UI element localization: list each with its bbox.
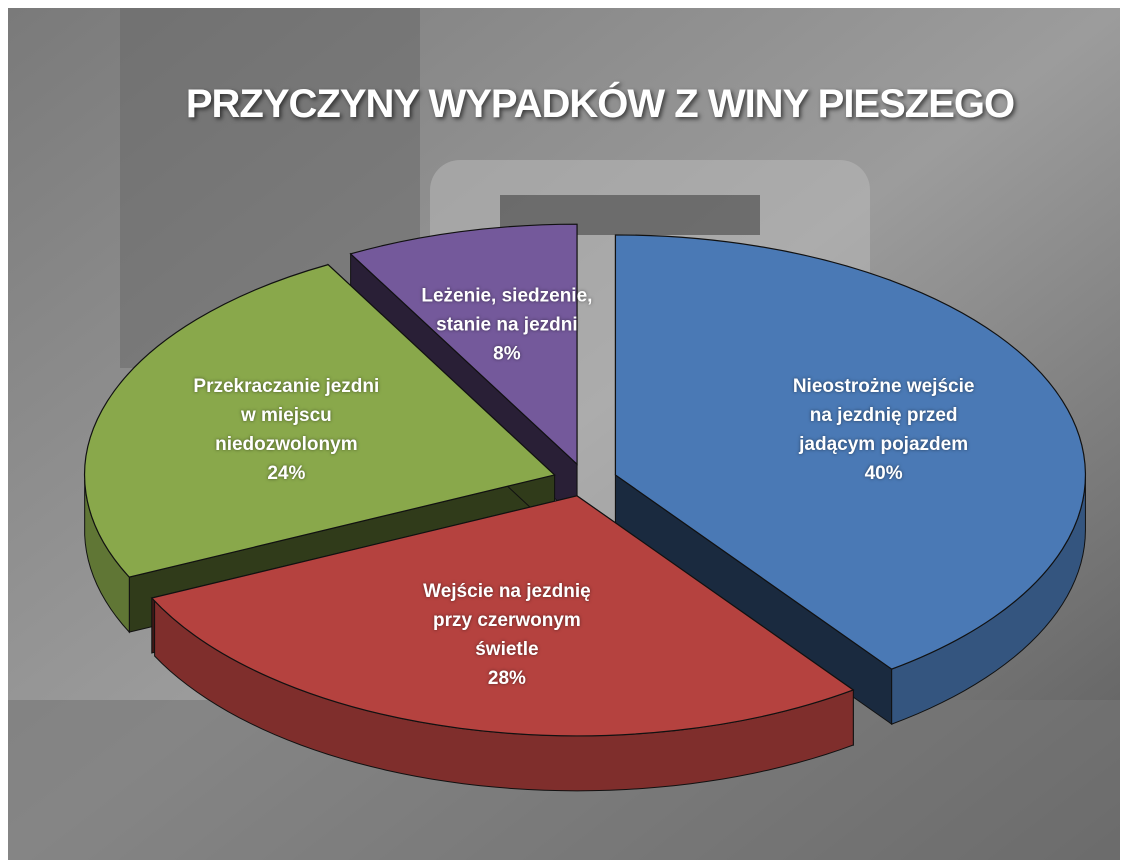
slice-label: Nieostrożne wejście na jezdnię przed jad… — [784, 372, 984, 488]
category-label: Przekraczanie jezdni w miejscu niedozwol… — [186, 372, 386, 459]
category-label: Leżenie, siedzenie, stanie na jezdni — [407, 281, 607, 339]
value-label: 24% — [186, 459, 386, 488]
slice-label: Wejście na jezdnię przy czerwonym świetl… — [407, 577, 607, 693]
chart-title: PRZYCZYNY WYPADKÓW Z WINY PIESZEGO — [0, 82, 1128, 127]
slice-label: Przekraczanie jezdni w miejscu niedozwol… — [186, 372, 386, 488]
value-label: 28% — [407, 664, 607, 693]
category-label: Nieostrożne wejście na jezdnię przed jad… — [784, 372, 984, 459]
value-label: 8% — [407, 339, 607, 368]
category-label: Wejście na jezdnię przy czerwonym świetl… — [407, 577, 607, 664]
value-label: 40% — [784, 459, 984, 488]
page: PRZYCZYNY WYPADKÓW Z WINY PIESZEGO Nieos… — [0, 0, 1128, 866]
